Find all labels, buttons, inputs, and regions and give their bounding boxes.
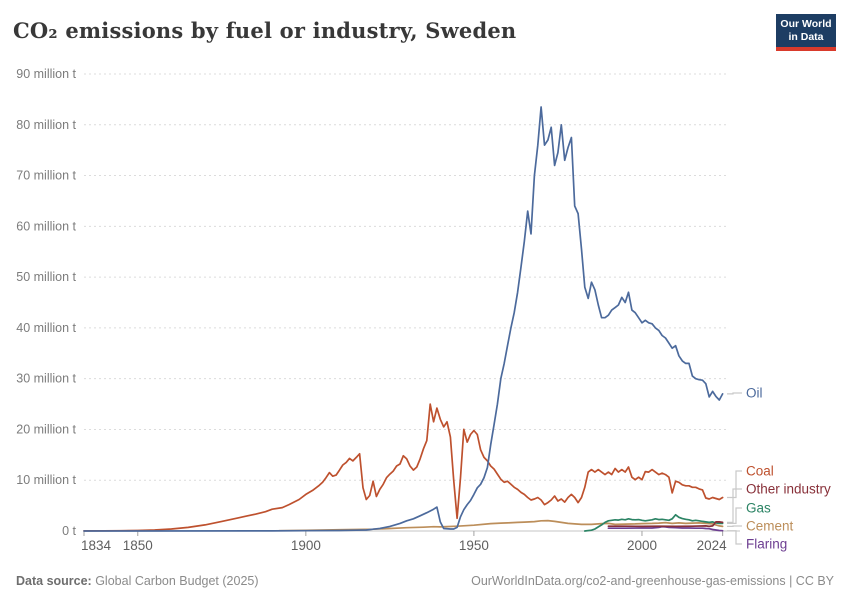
y-tick-label: 30 million t xyxy=(16,372,76,386)
owid-logo-line2: in Data xyxy=(788,30,824,43)
legend-connector xyxy=(727,507,742,524)
y-tick-label: 70 million t xyxy=(16,169,76,183)
chart-title: CO₂ emissions by fuel or industry, Swede… xyxy=(13,18,517,43)
citation-link[interactable]: OurWorldInData.org/co2-and-greenhouse-ga… xyxy=(471,574,834,588)
y-tick-label: 10 million t xyxy=(16,473,76,487)
x-tick-label: 2000 xyxy=(627,538,657,553)
owid-logo[interactable]: Our World in Data xyxy=(776,14,836,51)
legend-connector xyxy=(727,392,742,395)
legend-connector xyxy=(727,488,742,523)
y-tick-label: 20 million t xyxy=(16,422,76,436)
y-tick-label: 90 million t xyxy=(16,67,76,81)
owid-logo-line1: Our World xyxy=(780,18,832,30)
y-tick-label: 80 million t xyxy=(16,118,76,132)
x-tick-label: 1850 xyxy=(123,538,153,553)
legend-label-cement[interactable]: Cement xyxy=(746,519,794,534)
y-tick-label: 40 million t xyxy=(16,321,76,335)
legend-connector xyxy=(727,530,742,545)
x-tick-label: 1950 xyxy=(459,538,489,553)
legend-label-coal[interactable]: Coal xyxy=(746,464,774,479)
legend-label-gas[interactable]: Gas xyxy=(746,501,771,516)
chart-footer: Data source: Global Carbon Budget (2025)… xyxy=(0,568,850,594)
x-tick-label: 2024 xyxy=(697,538,728,553)
y-tick-label: 60 million t xyxy=(16,219,76,233)
legend-label-other-industry[interactable]: Other industry xyxy=(746,482,831,497)
series-line-other-industry[interactable] xyxy=(607,521,724,528)
x-tick-label: 1834 xyxy=(81,538,112,553)
data-source-value: Global Carbon Budget (2025) xyxy=(91,574,259,588)
y-tick-label: 0 t xyxy=(62,524,76,538)
series-line-flaring[interactable] xyxy=(607,525,724,532)
series-line-cement[interactable] xyxy=(278,519,724,532)
x-tick-label: 1900 xyxy=(291,538,321,553)
legend-label-flaring[interactable]: Flaring xyxy=(746,537,787,552)
y-tick-label: 50 million t xyxy=(16,270,76,284)
data-source-note: Data source: Global Carbon Budget (2025) xyxy=(16,574,259,588)
series-line-gas[interactable] xyxy=(583,513,724,532)
legend-label-oil[interactable]: Oil xyxy=(746,386,763,401)
legend-connector xyxy=(727,470,742,499)
series-line-coal[interactable] xyxy=(83,403,724,532)
series-line-oil[interactable] xyxy=(83,106,724,532)
data-source-label: Data source: xyxy=(16,574,92,588)
